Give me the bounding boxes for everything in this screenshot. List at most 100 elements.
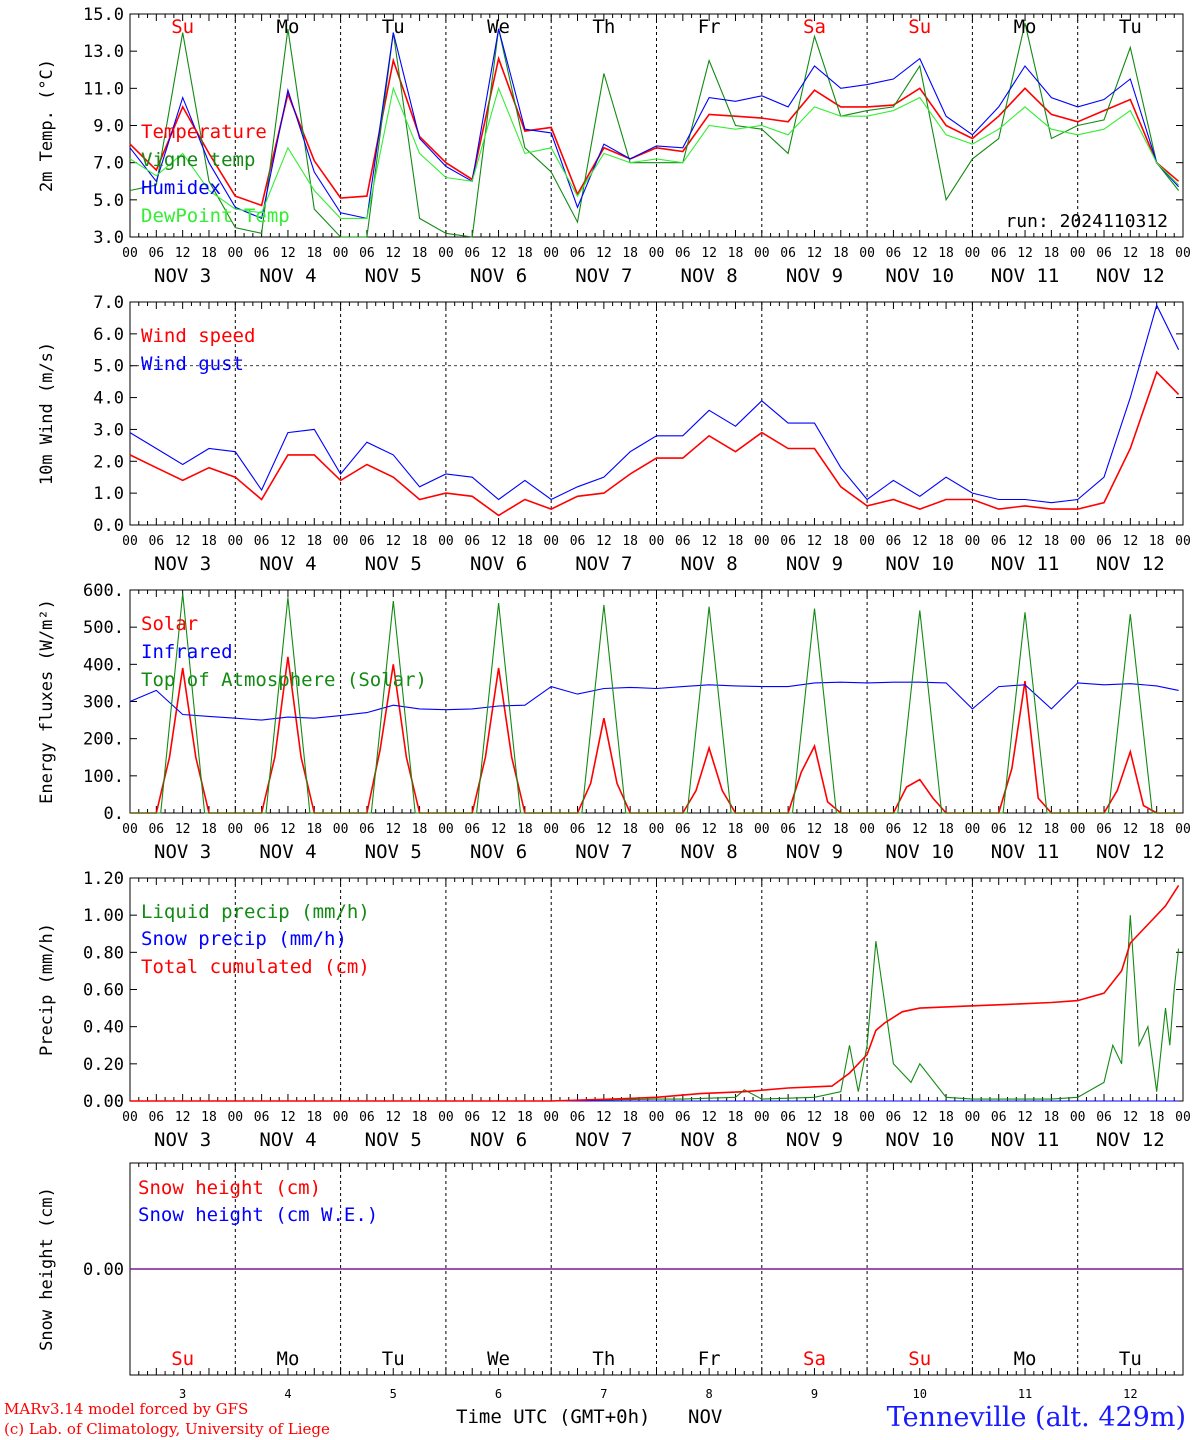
hour-tick-label: 12 [807, 822, 823, 837]
weekday-label-bottom: Su [171, 1348, 194, 1370]
y-tick-label: 3.0 [93, 420, 124, 440]
hour-tick-label: 18 [306, 534, 322, 549]
weekday-label-bottom: Tu [382, 1348, 405, 1370]
legend-entry: Wind speed [141, 325, 255, 347]
date-label: NOV 8 [681, 841, 738, 863]
hour-tick-label: 00 [227, 1110, 243, 1125]
hour-tick-label: 12 [491, 1110, 507, 1125]
hour-tick-label: 06 [991, 1110, 1007, 1125]
hour-tick-label: 12 [807, 246, 823, 261]
y-tick-label: 11.0 [83, 79, 124, 99]
date-label: NOV 11 [991, 553, 1060, 575]
weekday-label-bottom: Th [592, 1348, 615, 1370]
hour-tick-label: 12 [596, 822, 612, 837]
y-tick-label: 5.0 [93, 357, 124, 377]
date-label: NOV 8 [681, 1129, 738, 1151]
weekday-label: Su [908, 16, 931, 38]
date-label: NOV 4 [259, 841, 316, 863]
hour-tick-label: 06 [991, 246, 1007, 261]
hour-tick-label: 18 [412, 534, 428, 549]
date-label: NOV 10 [885, 1129, 954, 1151]
hour-tick-label: 18 [412, 246, 428, 261]
weekday-label-bottom: Mo [1014, 1348, 1037, 1370]
date-label: NOV 11 [991, 1129, 1060, 1151]
hour-tick-label: 18 [728, 822, 744, 837]
y-tick-label: 0. [104, 804, 124, 824]
date-label: NOV 4 [259, 553, 316, 575]
hour-tick-label: 18 [938, 534, 954, 549]
hour-tick-label: 06 [886, 246, 902, 261]
y-axis-label: Precip (mm/h) [37, 923, 57, 1056]
hour-tick-label: 18 [622, 534, 638, 549]
weekday-label: Fr [698, 16, 721, 38]
legend-entry: Infrared [141, 641, 233, 663]
weekday-label-bottom: Fr [698, 1348, 721, 1370]
hour-tick-label: 00 [859, 246, 875, 261]
series-line-liquid-precip-mm-h [130, 915, 1180, 1102]
day-number-label: 8 [706, 1387, 713, 1401]
legend-entry: Humidex [141, 177, 221, 199]
hour-tick-label: 00 [965, 1110, 981, 1125]
y-tick-label: 3.0 [93, 228, 124, 248]
legend-entry: Top of Atmosphere (Solar) [141, 669, 427, 691]
y-tick-label: 0.20 [83, 1055, 124, 1075]
y-tick-label: 15.0 [83, 5, 124, 25]
hour-tick-label: 18 [412, 1110, 428, 1125]
hour-tick-label: 12 [1123, 246, 1139, 261]
hour-tick-label: 00 [227, 534, 243, 549]
hour-tick-label: 18 [1044, 534, 1060, 549]
series-line-total-cumulated-cm [130, 884, 1180, 1102]
y-tick-label: 0.00 [83, 1092, 124, 1112]
y-tick-label: 1.00 [83, 906, 124, 926]
date-label: NOV 11 [991, 265, 1060, 287]
hour-tick-label: 00 [122, 822, 138, 837]
y-axis-label: Energy fluxes (W/m²) [37, 599, 57, 804]
date-label: NOV 6 [470, 265, 527, 287]
hour-tick-label: 06 [675, 822, 691, 837]
hour-tick-label: 06 [570, 822, 586, 837]
hour-tick-label: 06 [1096, 534, 1112, 549]
date-label: NOV 5 [365, 841, 422, 863]
hour-tick-label: 12 [491, 534, 507, 549]
hour-tick-label: 12 [175, 534, 191, 549]
hour-tick-label: 18 [938, 1110, 954, 1125]
lab-credit: (c) Lab. of Climatology, University of L… [4, 1420, 330, 1438]
hour-tick-label: 00 [122, 246, 138, 261]
day-number-label: 6 [495, 1387, 502, 1401]
hour-tick-label: 00 [754, 534, 770, 549]
hour-tick-label: 12 [385, 822, 401, 837]
weekday-label: Tu [382, 16, 405, 38]
weekday-label: Th [592, 16, 615, 38]
legend-entry: Vigne temp [141, 149, 255, 171]
hour-tick-label: 18 [306, 822, 322, 837]
weekday-label-bottom: Tu [1119, 1348, 1142, 1370]
hour-tick-label: 18 [1149, 1110, 1165, 1125]
hour-tick-label: 12 [385, 1110, 401, 1125]
weekday-label: Su [171, 16, 194, 38]
date-label: NOV 3 [154, 1129, 211, 1151]
hour-tick-label: 00 [1175, 246, 1191, 261]
hour-tick-label: 18 [412, 822, 428, 837]
day-number-label: 9 [811, 1387, 818, 1401]
hour-tick-label: 00 [543, 534, 559, 549]
hour-tick-label: 06 [254, 534, 270, 549]
hour-tick-label: 12 [280, 1110, 296, 1125]
run-label: run: 2024110312 [1005, 211, 1168, 232]
hour-tick-label: 00 [859, 1110, 875, 1125]
hour-tick-label: 12 [596, 246, 612, 261]
series-line-temperature [129, 55, 1180, 207]
hour-tick-label: 12 [807, 534, 823, 549]
hour-tick-label: 12 [1123, 1110, 1139, 1125]
hour-tick-label: 00 [1175, 1110, 1191, 1125]
y-tick-label: 0.40 [83, 1018, 124, 1038]
hour-tick-label: 00 [438, 534, 454, 549]
hour-tick-label: 00 [754, 246, 770, 261]
y-tick-label: 5.0 [93, 191, 124, 211]
model-credit: MARv3.14 model forced by GFS [4, 1400, 249, 1418]
hour-tick-label: 12 [385, 534, 401, 549]
y-tick-label: 0.80 [83, 943, 124, 963]
date-label: NOV 6 [470, 1129, 527, 1151]
date-label: NOV 7 [575, 1129, 632, 1151]
day-number-label: 5 [390, 1387, 397, 1401]
hour-tick-label: 06 [780, 246, 796, 261]
